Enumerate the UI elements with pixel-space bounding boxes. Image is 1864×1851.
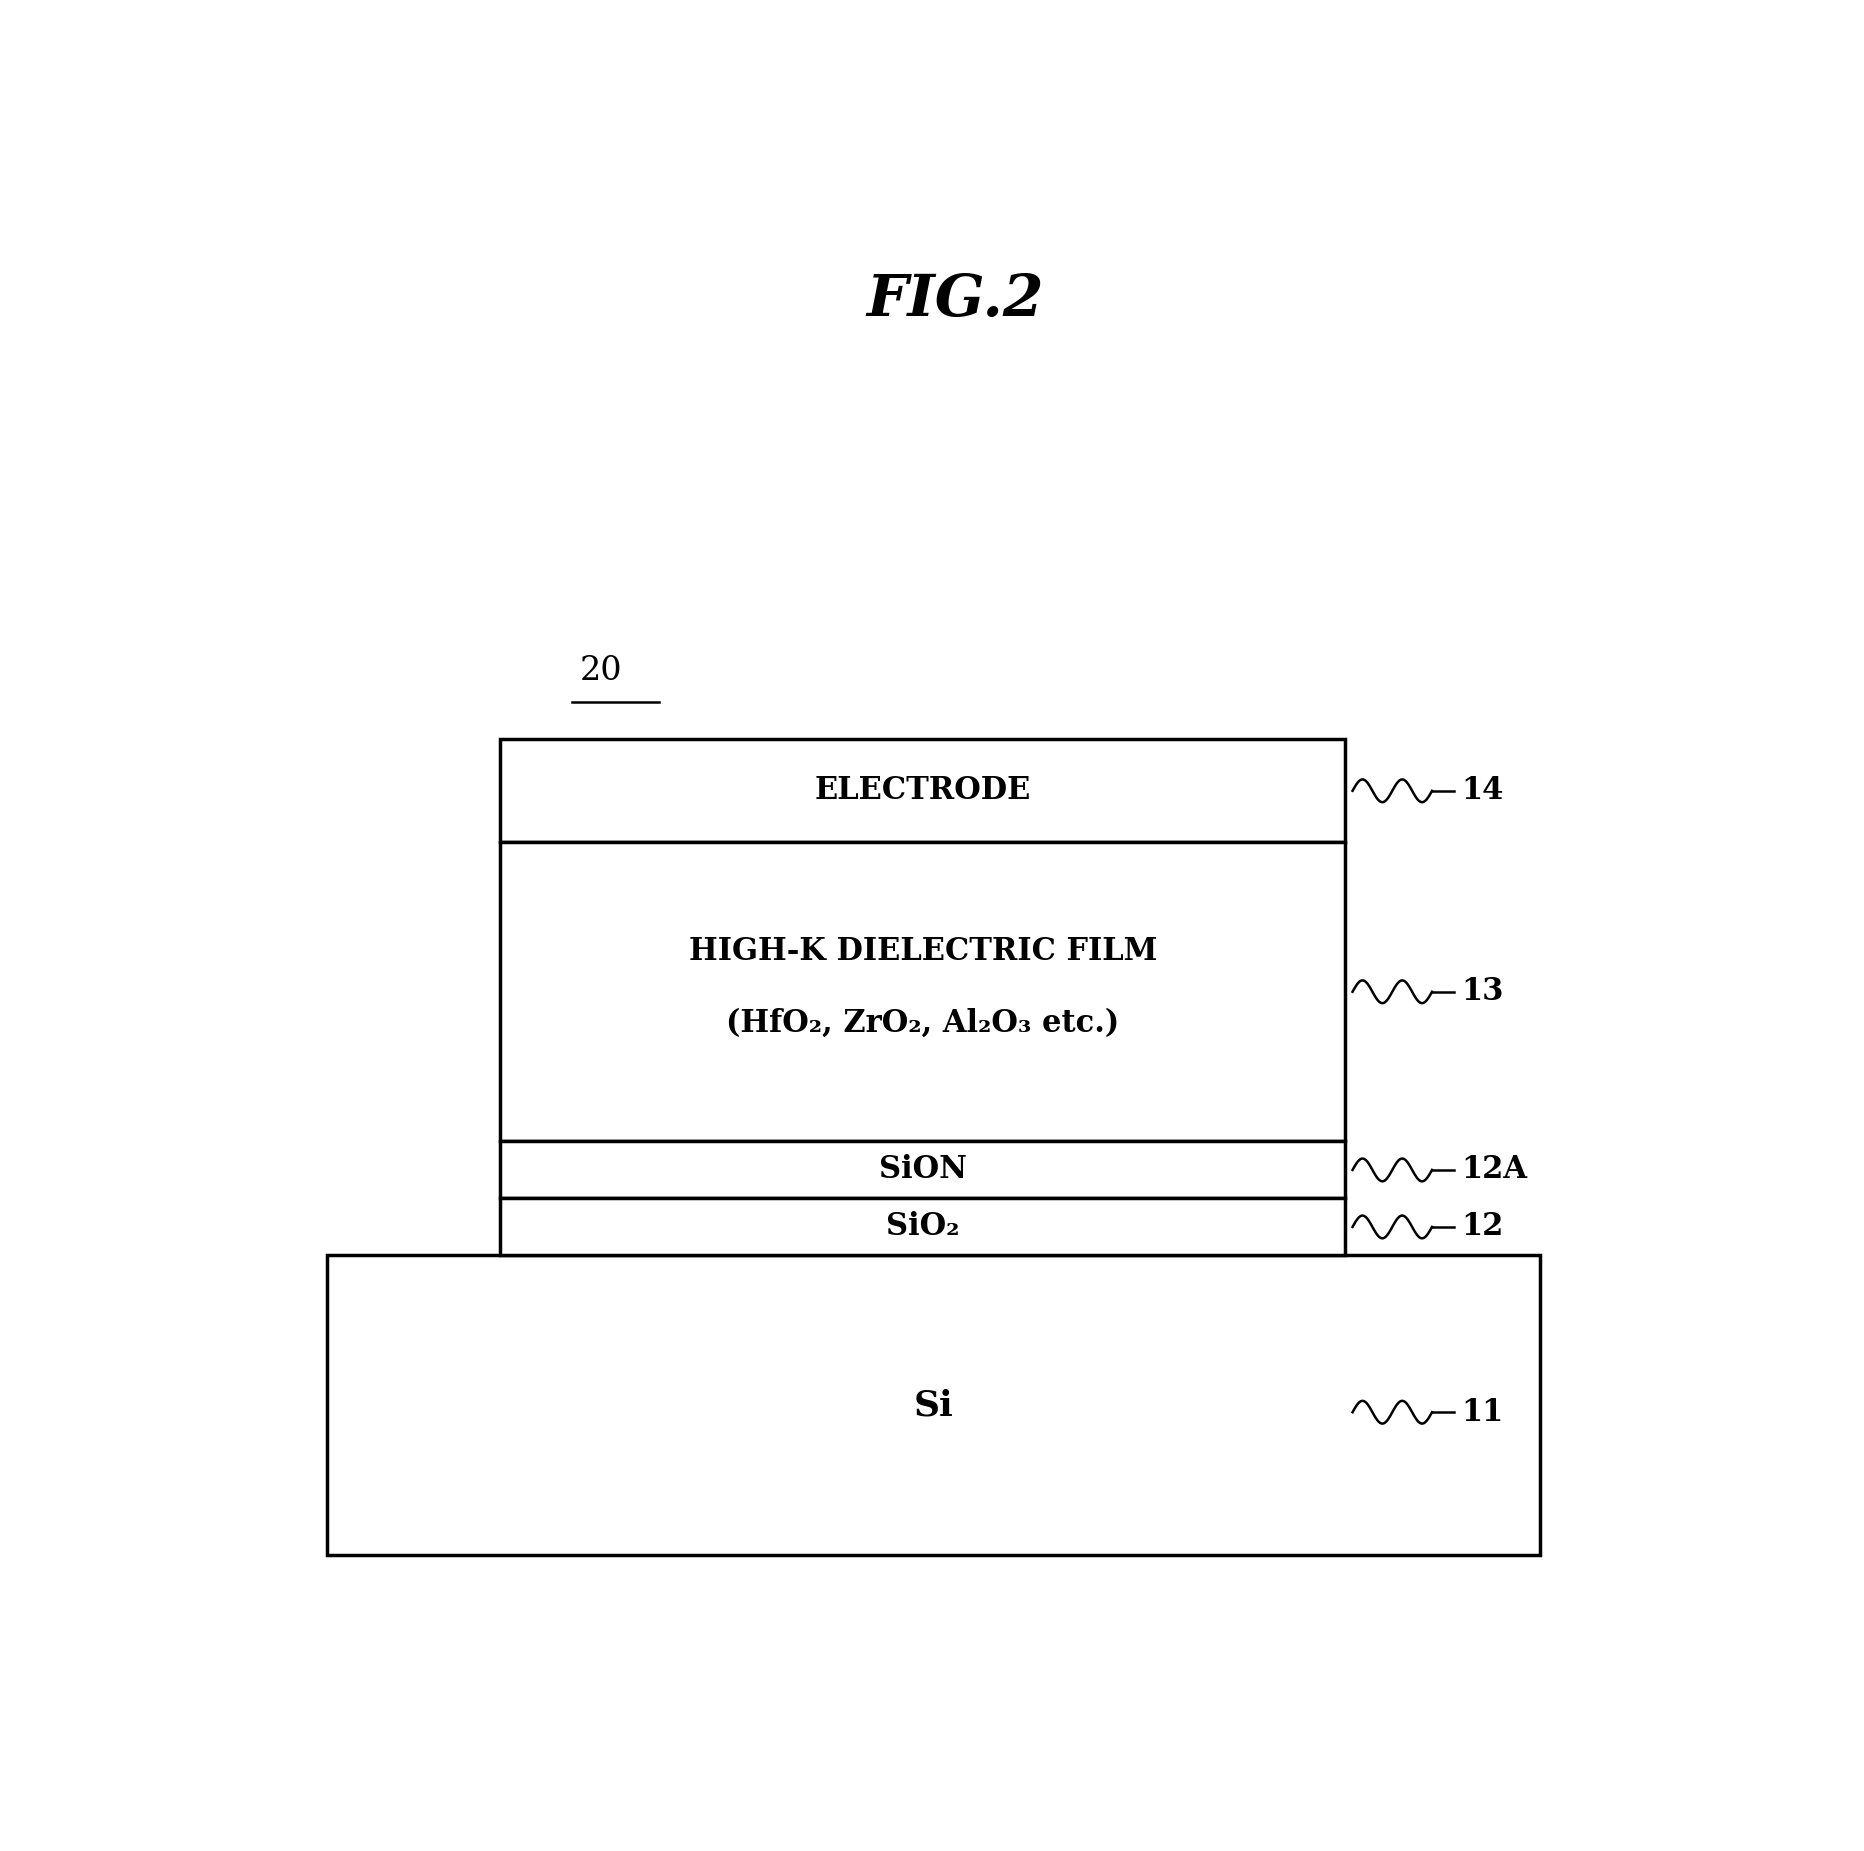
Text: FIG.2: FIG.2 bbox=[867, 272, 1044, 329]
Text: 20: 20 bbox=[580, 655, 623, 687]
Text: Si: Si bbox=[913, 1388, 954, 1422]
Text: (HfO₂, ZrO₂, Al₂O₃ etc.): (HfO₂, ZrO₂, Al₂O₃ etc.) bbox=[727, 1007, 1120, 1038]
Text: 12A: 12A bbox=[1461, 1155, 1527, 1185]
Text: 13: 13 bbox=[1461, 975, 1504, 1007]
Text: 12: 12 bbox=[1461, 1211, 1502, 1242]
Text: ELECTRODE: ELECTRODE bbox=[815, 776, 1031, 807]
Text: SiO₂: SiO₂ bbox=[885, 1211, 960, 1242]
Bar bbox=[500, 842, 1346, 1142]
Bar bbox=[326, 1255, 1540, 1555]
Text: HIGH-K DIELECTRIC FILM: HIGH-K DIELECTRIC FILM bbox=[688, 937, 1158, 968]
Bar bbox=[500, 1142, 1346, 1198]
Bar bbox=[500, 740, 1346, 842]
Text: 14: 14 bbox=[1461, 776, 1502, 807]
Text: 11: 11 bbox=[1461, 1398, 1502, 1427]
Text: SiON: SiON bbox=[878, 1155, 967, 1185]
Bar bbox=[500, 1198, 1346, 1255]
